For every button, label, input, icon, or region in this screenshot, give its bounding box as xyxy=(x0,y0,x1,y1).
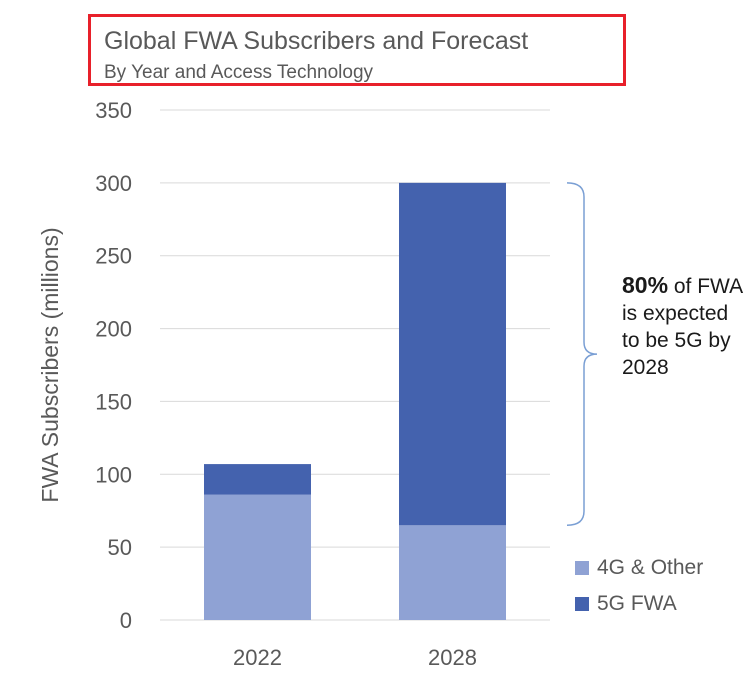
legend-swatch-5g xyxy=(575,597,589,611)
legend-swatch-4g xyxy=(575,561,589,575)
y-tick-label: 350 xyxy=(95,98,132,123)
y-tick-label: 200 xyxy=(95,317,132,342)
x-tick-label: 2022 xyxy=(233,645,282,670)
annotation-text: of FWA is expected to be 5G by 2028 xyxy=(622,275,742,379)
legend-item-4g: 4G & Other xyxy=(575,550,703,586)
y-axis-label: FWA Subscribers (millions) xyxy=(37,227,63,502)
bars xyxy=(204,182,506,620)
legend: 4G & Other 5G FWA xyxy=(575,550,703,622)
bar-2028-5g xyxy=(399,182,506,526)
y-tick-label: 150 xyxy=(95,389,132,414)
y-tick-label: 300 xyxy=(95,171,132,196)
title-box: Global FWA Subscribers and Forecast By Y… xyxy=(88,14,626,86)
bar-2022-5g xyxy=(204,464,311,495)
bar-2022-4g xyxy=(204,494,311,620)
annotation: 80% of FWA is expected to be 5G by 2028 xyxy=(622,272,742,381)
y-tick-labels: 0 50 100 150 200 250 300 350 xyxy=(95,98,132,633)
legend-label-5g: 5G FWA xyxy=(597,592,677,615)
legend-item-5g: 5G FWA xyxy=(575,586,703,622)
annotation-bold: 80% xyxy=(622,272,669,298)
y-tick-label: 0 xyxy=(120,608,132,633)
y-tick-label: 50 xyxy=(108,535,132,560)
chart-title: Global FWA Subscribers and Forecast xyxy=(104,27,529,55)
chart-subtitle: By Year and Access Technology xyxy=(104,62,374,83)
x-tick-label: 2028 xyxy=(428,645,477,670)
legend-label-4g: 4G & Other xyxy=(597,556,704,579)
y-tick-label: 100 xyxy=(95,462,132,487)
y-tick-label: 250 xyxy=(95,244,132,269)
brace-annotation-icon xyxy=(566,182,598,527)
bar-2028-4g xyxy=(399,525,506,620)
x-tick-labels: 2022 2028 xyxy=(233,645,477,670)
